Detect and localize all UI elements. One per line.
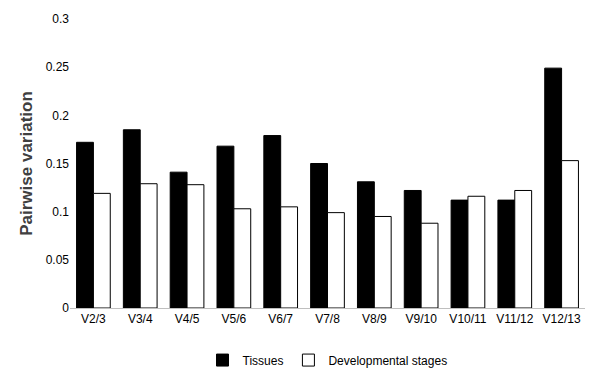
svg-text:0.25: 0.25: [46, 60, 70, 74]
svg-text:0.3: 0.3: [52, 12, 69, 26]
svg-text:0: 0: [62, 301, 69, 315]
svg-text:V2/3: V2/3: [81, 312, 106, 326]
svg-text:Pairwise variation: Pairwise variation: [17, 91, 36, 236]
svg-text:Tissues: Tissues: [243, 354, 284, 368]
svg-text:V4/5: V4/5: [175, 312, 200, 326]
svg-text:V8/9: V8/9: [362, 312, 387, 326]
svg-text:V11/12: V11/12: [496, 312, 533, 326]
svg-text:0.15: 0.15: [46, 157, 70, 171]
svg-text:Developmental stages: Developmental stages: [328, 354, 447, 368]
svg-text:V10/11: V10/11: [449, 312, 486, 326]
svg-text:0.2: 0.2: [52, 109, 69, 123]
svg-text:V3/4: V3/4: [128, 312, 153, 326]
svg-text:0.05: 0.05: [46, 253, 70, 267]
svg-text:0.1: 0.1: [52, 205, 69, 219]
svg-text:V6/7: V6/7: [268, 312, 293, 326]
svg-text:V12/13: V12/13: [543, 312, 581, 326]
svg-text:V5/6: V5/6: [222, 312, 247, 326]
svg-text:V7/8: V7/8: [315, 312, 340, 326]
svg-text:V9/10: V9/10: [405, 312, 437, 326]
